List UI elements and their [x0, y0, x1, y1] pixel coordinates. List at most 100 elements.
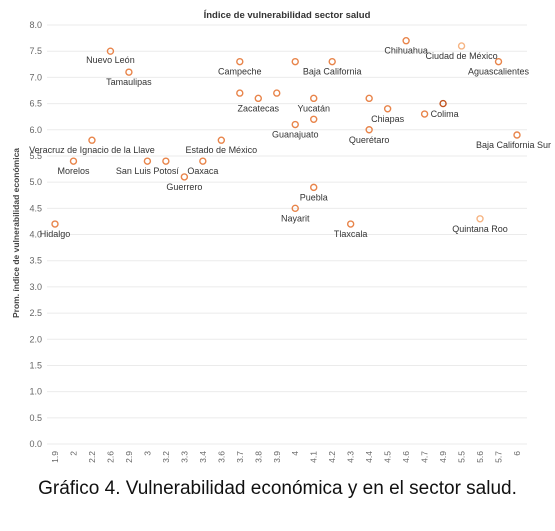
- data-label: Baja California: [303, 67, 362, 77]
- x-tick-label: 3.8: [253, 451, 263, 463]
- data-point: [236, 57, 244, 66]
- data-label: Yucatán: [297, 103, 330, 113]
- data-point: [346, 220, 355, 228]
- y-tick-label: 3.0: [29, 282, 42, 292]
- y-tick-label: 2.5: [29, 308, 42, 318]
- x-tick-label: 4.1: [309, 451, 319, 463]
- data-point: [420, 110, 429, 118]
- x-tick-label: 2.9: [124, 451, 134, 463]
- x-tick-label: 3.9: [272, 451, 282, 463]
- data-label: Chihuahua: [384, 46, 428, 56]
- data-point: [291, 57, 299, 66]
- y-tick-label: 4.5: [29, 203, 42, 213]
- data-point: [310, 94, 318, 103]
- data-label: Campeche: [218, 67, 262, 77]
- x-tick-label: 4: [290, 451, 300, 456]
- y-tick-label: 7.0: [29, 72, 42, 82]
- data-point: [180, 173, 189, 181]
- y-axis-ticks: 0.0 0.5 1.0 1.5 2.0 2.5 3.0 3.5 4.0 4.5 5.0 5.5 6.0 6…: [29, 20, 42, 449]
- data-label: San Luis Potosí: [116, 166, 180, 176]
- y-tick-label: 0.0: [29, 439, 42, 449]
- data-point: [254, 94, 262, 103]
- data-point: [513, 131, 521, 139]
- data-label: Baja California Sur: [476, 140, 551, 150]
- y-tick-label: 1.0: [29, 387, 42, 397]
- data-label: Colima: [431, 109, 459, 119]
- y-tick-label: 6.5: [29, 99, 42, 109]
- data-label: Guerrero: [166, 182, 202, 192]
- x-tick-label: 4.6: [401, 451, 411, 463]
- x-tick-label: 2: [68, 451, 78, 456]
- data-point: [236, 89, 244, 97]
- x-tick-label: 6: [512, 451, 522, 456]
- data-point: [88, 136, 96, 144]
- figure-caption: Gráfico 4. Vulnerabilidad económica y en…: [38, 478, 517, 499]
- x-tick-label: 3.2: [161, 451, 171, 463]
- data-label: Morelos: [57, 166, 90, 176]
- data-label: Tamaulipas: [106, 77, 152, 87]
- x-tick-label: 1.9: [50, 451, 60, 463]
- scatter-chart: 0.0 0.5 1.0 1.5 2.0 2.5 3.0 3.5 4.0 4.5 5.0 5.5 6.0 6…: [11, 10, 551, 463]
- data-point: [125, 68, 133, 76]
- x-tick-label: 2.6: [105, 451, 115, 463]
- data-point: [383, 105, 392, 113]
- y-tick-label: 5.0: [29, 177, 42, 187]
- y-tick-label: 6.0: [29, 125, 42, 135]
- data-points: [51, 37, 521, 228]
- data-point: [106, 47, 115, 55]
- x-tick-label: 3.6: [216, 451, 226, 463]
- data-point: [402, 37, 410, 45]
- data-point: [51, 220, 59, 228]
- data-point: [69, 157, 78, 165]
- data-label: Querétaro: [349, 135, 390, 145]
- data-label: Chiapas: [371, 114, 405, 124]
- data-label: Zacatecas: [238, 103, 280, 113]
- data-point: [457, 42, 466, 50]
- data-label: Puebla: [300, 192, 328, 202]
- data-point: [199, 157, 207, 165]
- y-tick-label: 5.5: [29, 151, 42, 161]
- x-tick-label: 3.7: [235, 451, 245, 463]
- x-tick-label: 5.7: [494, 451, 504, 463]
- x-tick-label: 3: [142, 451, 152, 456]
- x-tick-label: 3.4: [198, 451, 208, 463]
- data-point: [273, 89, 281, 97]
- data-label: Oaxaca: [187, 166, 218, 176]
- data-point: [291, 204, 299, 213]
- data-point: [310, 183, 318, 192]
- x-tick-label: 4.4: [364, 451, 374, 463]
- x-tick-label: 2.2: [87, 451, 97, 463]
- x-tick-label: 4.2: [327, 451, 337, 463]
- y-tick-label: 3.5: [29, 256, 42, 266]
- data-label: Aguascalientes: [468, 67, 530, 77]
- data-point: [143, 157, 152, 165]
- data-label: Tlaxcala: [334, 229, 368, 239]
- y-axis-label: Prom. índice de vulnerabilidad económica: [11, 148, 21, 318]
- x-tick-label: 4.7: [420, 451, 430, 463]
- data-label: Estado de México: [186, 145, 258, 155]
- data-point: [328, 57, 336, 66]
- chart-title: Índice de vulnerabilidad sector salud: [204, 10, 371, 21]
- data-label: Nuevo León: [86, 55, 135, 65]
- x-tick-label: 3.3: [179, 451, 189, 463]
- data-point: [365, 126, 373, 134]
- data-label: Guanajuato: [272, 130, 319, 140]
- data-point: [439, 99, 447, 108]
- x-axis-ticks: 1.9 2 2.2 2.6 2.9 3 3.2 3.3 3.4 3.6 3.7 3.8 3.9 4 4.1 4…: [50, 451, 522, 463]
- x-tick-label: 4.3: [346, 451, 356, 463]
- x-tick-label: 5.5: [457, 451, 467, 463]
- data-labels: Hidalgo Morelos Veracruz de Ignacio de la …: [29, 46, 551, 239]
- data-point: [476, 215, 484, 223]
- data-label: Nayarit: [281, 213, 310, 223]
- y-tick-label: 7.5: [29, 46, 42, 56]
- data-point: [365, 94, 373, 103]
- y-tick-label: 8.0: [29, 20, 42, 30]
- data-label: Veracruz de Ignacio de la Llave: [29, 145, 155, 155]
- data-point: [291, 120, 299, 129]
- data-point: [310, 115, 318, 123]
- data-point: [494, 57, 503, 66]
- x-tick-label: 4.9: [438, 451, 448, 463]
- data-label: Quintana Roo: [452, 224, 508, 234]
- data-point: [162, 157, 170, 165]
- y-tick-label: 2.0: [29, 334, 42, 344]
